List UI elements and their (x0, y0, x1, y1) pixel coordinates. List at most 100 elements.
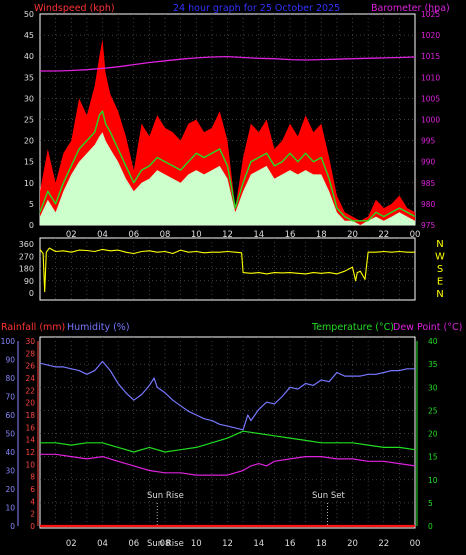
barometer-tick-label: 990 (421, 158, 436, 167)
dewpoint-line (40, 453, 416, 476)
windspeed-tick-label: 20 (24, 137, 34, 146)
barometer-tick-label: 985 (421, 179, 436, 188)
temperature-tick-label: 10 (428, 476, 438, 485)
direction-tick-label: 0 (29, 289, 34, 298)
humidity-tick-label: 70 (5, 393, 15, 402)
compass-label: W (435, 252, 445, 263)
barometer-line (40, 55, 416, 72)
humidity-tick-label: 30 (5, 467, 15, 476)
barometer-tick-label: 1000 (421, 116, 440, 125)
rain-time-tick-label: 16 (285, 539, 296, 549)
humidity-tick-label: 0 (10, 522, 15, 531)
wind-time-tick-label: 04 (97, 230, 108, 240)
wind-time-tick-label: 20 (347, 230, 358, 240)
humidity-tick-label: 40 (5, 448, 15, 457)
direction-tick-label: 90 (24, 277, 34, 286)
temperature-tick-label: 25 (428, 406, 438, 415)
rain-tick-labels: 0102030405060708090100024681012141618202… (1, 337, 438, 549)
temperature-tick-label: 0 (428, 522, 433, 531)
rain-time-tick-label: 18 (316, 539, 327, 549)
barometer-tick-label: 1010 (421, 73, 440, 82)
wind-time-tick-label: 16 (285, 230, 296, 240)
rainfall-tick-label: 24 (25, 374, 35, 383)
windspeed-tick-label: 45 (24, 31, 34, 40)
windspeed-tick-label: 40 (24, 52, 34, 61)
sunset-label: Sun Set (312, 491, 345, 501)
barometer-tick-label: 980 (421, 200, 436, 209)
barometer-tick-label: 1005 (421, 94, 440, 103)
wind-time-tick-label: 06 (128, 230, 139, 240)
humidity-tick-label: 100 (1, 337, 16, 346)
barometer-tick-label: 1015 (421, 52, 440, 61)
temperature-tick-label: 30 (428, 383, 438, 392)
rain-time-tick-label: 06 (128, 539, 139, 549)
temperature-tick-label: 40 (428, 337, 438, 346)
compass-label: N (436, 239, 443, 250)
rain-time-tick-label: 10 (191, 539, 202, 549)
rainfall-tick-label: 14 (25, 436, 35, 445)
rainfall-tick-label: 26 (25, 362, 35, 371)
direction-tick-label: 180 (19, 265, 34, 274)
barometer-tick-label: 1020 (421, 31, 440, 40)
rainfall-tick-label: 18 (25, 411, 35, 420)
windspeed-tick-label: 10 (24, 179, 34, 188)
direction-grid (40, 238, 415, 300)
dewpoint-axis-label: Dew Point (°C) (393, 322, 462, 333)
rainfall-tick-label: 0 (30, 522, 35, 531)
wind-time-tick-label: 18 (316, 230, 327, 240)
compass-label: E (437, 277, 443, 288)
barometer-axis-label: Barometer (hpa) (371, 3, 450, 14)
compass-label: N (436, 289, 443, 300)
rain-series (39, 360, 416, 528)
rain-time-tick-label: 22 (378, 539, 389, 549)
rainfall-tick-label: 10 (25, 460, 35, 469)
humidity-axis-label: Humidity (%) (67, 322, 130, 333)
rainfall-tick-label: 8 (30, 473, 35, 482)
temperature-axis-label: Temperature (°C) (311, 322, 394, 333)
direction-series (39, 247, 415, 293)
direction-tick-label: 270 (19, 252, 34, 261)
wind-tick-labels: 0510152025303540455097598098599099510001… (24, 10, 441, 240)
temperature-tick-label: 35 (428, 360, 438, 369)
temperature-line (40, 430, 416, 453)
windspeed-axis-label: Windspeed (kph) (34, 3, 115, 14)
windspeed-tick-label: 35 (24, 73, 34, 82)
barometer-tick-label: 1025 (421, 10, 440, 19)
chart-title: 24 hour graph for 25 October 2025 (173, 3, 340, 14)
rain-time-tick-label: 14 (253, 539, 264, 549)
windspeed-tick-label: 50 (24, 10, 34, 19)
rain-time-tick-label: 12 (222, 539, 233, 549)
humidity-line (39, 360, 415, 431)
sunrise-label-bottom: Sun Rise (147, 539, 184, 549)
rainfall-tick-label: 20 (25, 399, 35, 408)
wind-time-tick-label: 14 (253, 230, 264, 240)
wind-time-tick-label: 10 (191, 230, 202, 240)
windspeed-area (40, 132, 415, 225)
wind-time-tick-label: 08 (160, 230, 171, 240)
rainfall-tick-label: 22 (25, 386, 35, 395)
humidity-tick-label: 20 (5, 485, 15, 494)
wind-series (39, 39, 416, 225)
humidity-tick-label: 50 (5, 430, 15, 439)
wind-direction-line (39, 247, 415, 293)
rainfall-tick-label: 4 (30, 497, 35, 506)
windspeed-tick-label: 5 (29, 200, 34, 209)
wind-time-tick-label: 22 (378, 230, 389, 240)
rainfall-tick-label: 12 (25, 448, 35, 457)
rainfall-tick-label: 30 (25, 337, 35, 346)
rain-time-tick-label: 00 (410, 539, 421, 549)
average-windspeed-line (39, 110, 416, 222)
rain-time-tick-label: 08 (160, 539, 171, 549)
humidity-tick-label: 60 (5, 411, 15, 420)
windspeed-tick-label: 15 (24, 158, 34, 167)
wind-time-tick-label: 00 (410, 230, 421, 240)
humidity-tick-label: 90 (5, 356, 15, 365)
rain-time-tick-label: 04 (97, 539, 108, 549)
rain-grid (40, 337, 415, 528)
humidity-tick-label: 10 (5, 504, 15, 513)
windspeed-tick-label: 0 (29, 221, 34, 230)
humidity-tick-label: 80 (5, 374, 15, 383)
wind-time-tick-label: 12 (222, 230, 233, 240)
